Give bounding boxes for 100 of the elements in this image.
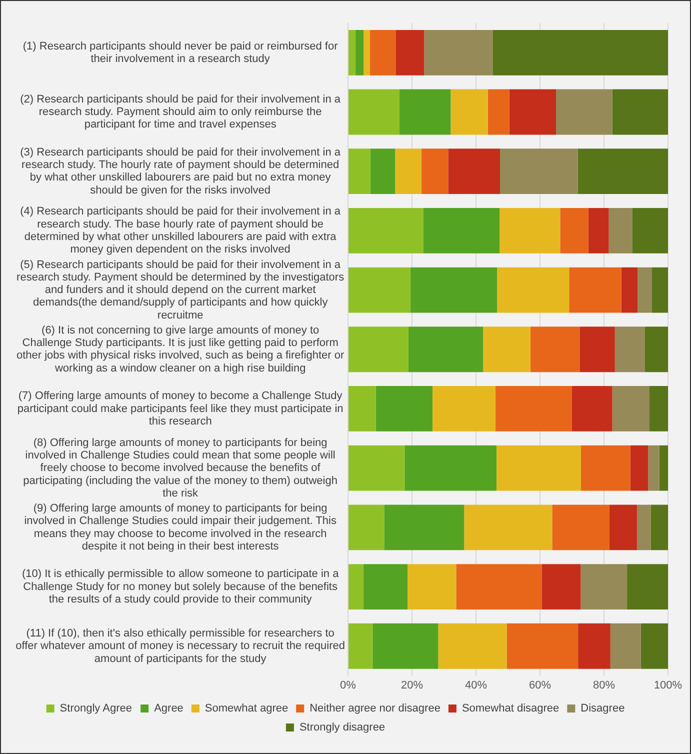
bar [638, 267, 652, 313]
bar [408, 326, 484, 372]
bar [424, 30, 493, 76]
x-tick-label: 0% [340, 679, 356, 692]
bar [448, 148, 500, 194]
bar [410, 267, 498, 313]
bar [497, 267, 570, 313]
bar [572, 386, 612, 432]
y-tick-label: (6) It is not concerning to give large amounts of money to Challenge Study participants. It is just like getting paid to perform other jobs with physical risks involved, such as being a firefighter or working as a window cleaner on a high rise building [16, 324, 345, 374]
bar [348, 564, 364, 610]
bar [612, 386, 650, 432]
x-tick-label: 40% [464, 679, 488, 692]
y-tick-label: (2) Research participants should be paid for their involvement in a research study. Payment should aim to only reimburse the participant for time and travel expenses [20, 93, 342, 131]
y-tick-label: (7) Offering large amounts of money to become a Challenge Study participant could make participants feel like they must participate in this research [17, 390, 344, 428]
bar [588, 208, 609, 254]
bar [500, 148, 578, 194]
legend-label: Strongly Agree [60, 702, 132, 715]
bar [348, 504, 384, 550]
bar [450, 89, 488, 135]
bar [580, 564, 628, 610]
bar [348, 208, 424, 254]
y-tick-label: (3) Research participants should be paid for their involvement in a research study. The hourly rate of payment should be determined by what other unskilled labourers are paid but no extra money should be given for the risks involved [20, 146, 342, 196]
x-tick-label: 100% [654, 679, 682, 692]
bar [650, 504, 668, 550]
bar [372, 623, 438, 669]
bar [395, 148, 422, 194]
bar [355, 30, 364, 76]
bar [580, 445, 630, 491]
x-tick-label: 80% [592, 679, 616, 692]
bar [348, 623, 373, 669]
bar [421, 148, 448, 194]
bar [609, 504, 637, 550]
legend-label: Somewhat disagree [462, 702, 560, 715]
bar [612, 89, 668, 135]
bar [364, 30, 370, 76]
bar [578, 148, 668, 194]
bar [580, 326, 615, 372]
bar [376, 386, 432, 432]
legend-label: Strongly disagree [299, 722, 386, 734]
bar [348, 386, 376, 432]
bar [488, 89, 510, 135]
legend-label: Neither agree nor disagree [310, 702, 440, 715]
bar [363, 564, 408, 610]
x-tick-label: 20% [400, 679, 424, 692]
x-tick-label: 60% [528, 679, 552, 692]
bar [370, 30, 396, 76]
bar [627, 564, 668, 610]
bar [396, 30, 424, 76]
bar [556, 89, 612, 135]
y-tick-label: (4) Research participants should be paid for their involvement in a research study. The base hourly rate of payment should be determined by what other unskilled labourers are paid with extra money given dependent on the risks involved [20, 206, 342, 256]
y-tick-label: (10) It is ethically permissible to allow someone to participate in a Challenge Study for no money but solely because of the benefits the results of a study could provide to their community [22, 568, 340, 606]
bar [348, 148, 370, 194]
bar [569, 267, 622, 313]
bar [492, 30, 668, 76]
bar [348, 89, 400, 135]
bar [621, 267, 638, 313]
bar [608, 208, 632, 254]
bar [400, 89, 451, 135]
bar [649, 386, 668, 432]
bar [630, 445, 648, 491]
bar [496, 445, 581, 491]
bar [542, 564, 581, 610]
bar [424, 208, 500, 254]
bar [530, 326, 580, 372]
bar [552, 504, 610, 550]
bar [438, 623, 507, 669]
bar [506, 623, 578, 669]
bar [640, 623, 668, 669]
bar [509, 89, 556, 135]
bar [636, 504, 651, 550]
bar [496, 386, 572, 432]
bar [348, 267, 410, 313]
bar [648, 445, 660, 491]
legend-label: Somewhat agree [204, 702, 288, 715]
bar [432, 386, 496, 432]
bar [348, 326, 408, 372]
bar [614, 326, 645, 372]
legend-label: Disagree [580, 702, 625, 715]
bar [659, 445, 668, 491]
bar [456, 564, 542, 610]
bar [652, 267, 668, 313]
bar [560, 208, 588, 254]
bar [348, 30, 356, 76]
y-tick-label: (11) If (10), then it's also ethically permissible for researchers to offer whatever amount of money is necessary to recruit the required amount of participants for the study [16, 628, 346, 665]
bar [632, 208, 668, 254]
y-tick-label: (1) Research participants should never be paid or reimbursed for their involvement in a research study [22, 40, 338, 66]
bar [408, 564, 456, 610]
y-tick-label: (9) Offering large amounts of money to participants for being involved in Challenge Studies could impair their judgement. This means they may choose to become involved in the research despite it not being in their best interests [24, 502, 337, 552]
bar [348, 445, 405, 491]
bar [483, 326, 530, 372]
bar [500, 208, 560, 254]
y-tick-label: (8) Offering large amounts of money to participants for being involved in Challenge Studies could mean that some people will freely choose to become involved because the benefits of participating (including the value of the money to them) outweigh the risk [23, 436, 338, 500]
legend-label: Agree [154, 702, 184, 715]
bar [644, 326, 668, 372]
bar [404, 445, 496, 491]
bar [384, 504, 464, 550]
bar [578, 623, 610, 669]
bar [610, 623, 641, 669]
y-tick-label: (5) Research participants should be paid for their involvement in a research study. Payment should be determined by the investigators and funders and it should depend on the current market demands(the demand/supply of participants and how quickly recruitme [16, 258, 345, 322]
bar [464, 504, 552, 550]
